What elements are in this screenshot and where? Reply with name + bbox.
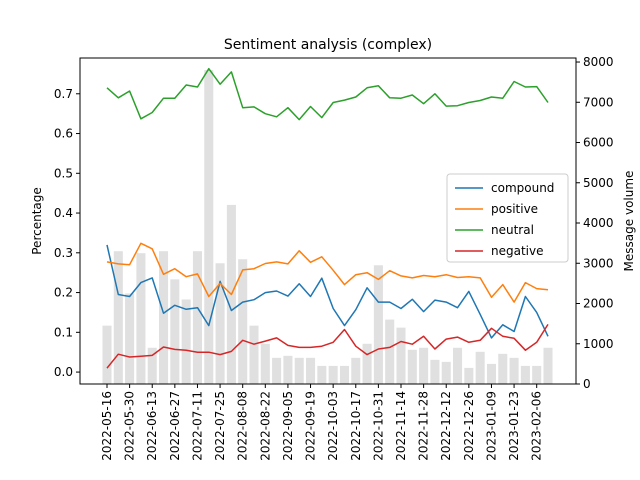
sentiment-lines [106,67,549,369]
volume-bar [306,357,316,384]
y2-axis-label: Message volume [622,171,636,272]
volume-bar [441,361,451,384]
x-tick-label: 2022-10-31 [371,391,385,461]
x-tick-label: 2023-01-23 [507,391,521,461]
plot-frame [79,57,577,385]
volume-bar [181,299,191,384]
x-tick-label: 2022-10-03 [326,391,340,461]
volume-bar [453,347,463,384]
y2-tick-label: 2000 [583,297,614,311]
volume-bar [159,251,169,384]
x-tick-label: 2022-07-11 [191,391,205,461]
chart-title: Sentiment analysis (complex) [224,37,432,53]
x-tick-label: 2022-11-14 [394,391,408,461]
y-tick-label: 0.7 [54,87,73,101]
volume-bar [543,347,553,384]
volume-bar [204,70,214,385]
volume-bar [532,365,542,384]
y-axis-label: Percentage [30,187,44,255]
volume-bar [339,365,349,384]
volume-bar [362,343,372,384]
legend-label-negative: negative [491,244,543,258]
x-tick-label: 2022-05-30 [123,391,137,461]
volume-bar [419,347,429,384]
legend-label-compound: compound [491,181,554,195]
y2-tick-label: 8000 [583,55,614,69]
y2-tick-label: 3000 [583,256,614,270]
y2-tick-label: 7000 [583,95,614,109]
x-tick-label: 2022-10-17 [349,391,363,461]
volume-bar [486,363,496,384]
volume-bar [283,355,293,384]
x-tick-label: 2023-02-06 [530,391,544,461]
volume-bar [317,365,327,384]
legend-label-neutral: neutral [491,223,534,237]
volume-bar [272,357,282,384]
y2-tick-label: 0 [583,377,591,391]
volume-bar [509,357,519,384]
y2-tick-label: 6000 [583,136,614,150]
volume-bar [328,365,338,384]
y2-tick-label: 1000 [583,337,614,351]
y2-tick-label: 4000 [583,216,614,230]
x-tick-label: 2022-12-12 [439,391,453,461]
volume-bar [396,327,406,384]
volume-bar [475,351,485,384]
x-tick-label: 2022-06-13 [145,391,159,461]
x-tick-label: 2022-08-22 [258,391,272,461]
y-axis-right: 0 1000 2000 3000 4000 5000 6000 7000 8000 [576,55,614,391]
volume-bar [407,349,417,384]
legend-box [446,173,569,263]
y-tick-label: 0.1 [54,325,73,339]
volume-bar [102,325,112,384]
x-tick-label: 2023-01-09 [485,391,499,461]
volume-bar [520,365,530,384]
x-tick-label: 2022-12-26 [462,391,476,461]
volume-bar [136,253,146,384]
volume-bar [249,325,259,384]
series-line-positive [106,242,549,303]
y-tick-label: 0.2 [54,286,73,300]
series-line-compound [106,244,549,339]
volume-bar [260,343,270,384]
y-axis-left: 0.0 0.1 0.2 0.3 0.4 0.5 0.6 0.7 [54,87,80,379]
series-line-negative [106,323,549,369]
y2-tick-label: 5000 [583,176,614,190]
x-tick-label: 2022-05-16 [100,391,114,461]
volume-bar [192,251,202,384]
x-tick-label: 2022-11-28 [417,391,431,461]
volume-bar [147,347,157,384]
legend: compound positive neutral negative [446,173,569,263]
x-tick-label: 2022-07-25 [213,391,227,461]
volume-bar [215,263,225,384]
volume-bar [170,279,180,384]
legend-label-positive: positive [491,202,538,216]
volume-bar [238,259,248,384]
y-tick-label: 0.4 [54,206,73,220]
volume-bar [430,359,440,384]
volume-bar [294,357,304,384]
y-tick-label: 0.6 [54,127,73,141]
volume-bars [102,70,553,385]
x-tick-label: 2022-08-08 [236,391,250,461]
volume-bar [373,265,383,384]
volume-bar [464,367,474,384]
x-tick-label: 2022-09-05 [281,391,295,461]
volume-bar [385,319,395,384]
volume-bar [498,353,508,384]
y-tick-label: 0.5 [54,166,73,180]
x-tick-label: 2022-06-27 [168,391,182,461]
volume-bar [351,357,361,384]
volume-bar [113,251,123,384]
x-axis: 2022-05-16 2022-05-30 2022-06-13 2022-06-27… [100,384,544,461]
series-line-neutral [106,67,549,121]
y-tick-label: 0.0 [54,365,73,379]
volume-bar [125,293,135,384]
x-tick-label: 2022-09-19 [304,391,318,461]
y-tick-label: 0.3 [54,246,73,260]
